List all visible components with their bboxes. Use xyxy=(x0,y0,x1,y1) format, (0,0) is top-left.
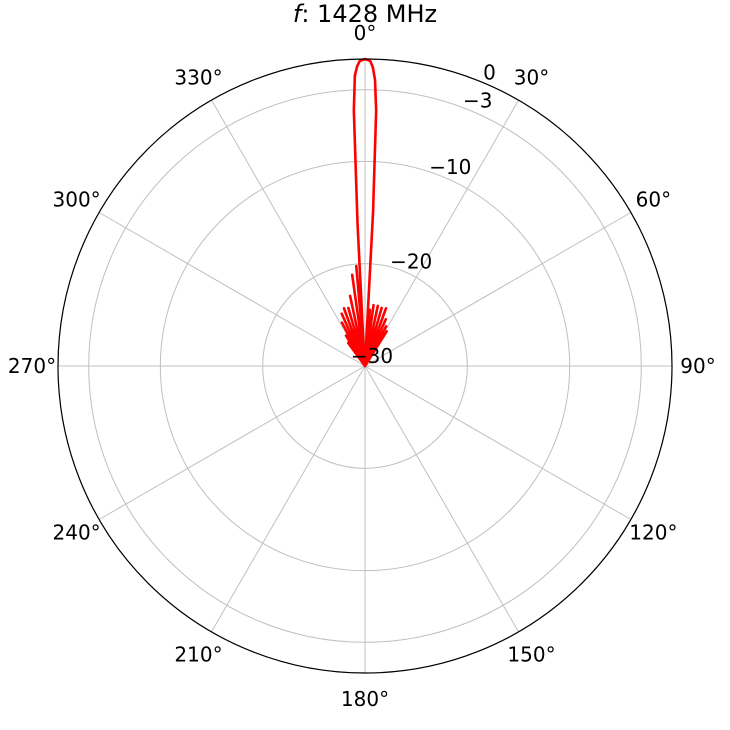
chart-title: f: 1428 MHz xyxy=(293,0,437,28)
r-tick-label: −3 xyxy=(463,89,492,113)
r-tick-label: −20 xyxy=(390,250,432,274)
theta-gridline xyxy=(98,365,366,520)
theta-gridline xyxy=(211,365,366,633)
theta-tick-label: 30° xyxy=(514,66,549,90)
theta-tick-label: 90° xyxy=(680,354,715,378)
theta-tick-label: 60° xyxy=(636,188,671,212)
theta-gridline xyxy=(364,212,632,367)
polar-frame xyxy=(57,58,673,674)
theta-gridline xyxy=(364,99,519,367)
theta-tick-label: 0° xyxy=(354,21,377,45)
theta-tick-label: 300° xyxy=(53,188,101,212)
r-tick-label: −30 xyxy=(351,344,393,368)
theta-tick-label: 180° xyxy=(341,687,389,711)
series-line-0 xyxy=(340,57,388,368)
theta-tick-label: 210° xyxy=(174,642,222,666)
r-tick-label: −10 xyxy=(429,155,471,179)
axis-labels: 0 −3 −10 −20 −30 0° 30° 60° 90° 120° 150° 180° 210° 2… xyxy=(8,21,716,711)
theta-tick-label: 120° xyxy=(629,521,677,545)
theta-tick-label: 330° xyxy=(174,66,222,90)
r-tick-label: 0 xyxy=(483,60,496,84)
title-text: : 1428 MHz xyxy=(301,0,437,28)
theta-tick-label: 150° xyxy=(507,642,555,666)
theta-gridline xyxy=(98,212,366,367)
radiation-pattern xyxy=(340,57,388,368)
theta-tick-label: 240° xyxy=(53,521,101,545)
theta-gridline xyxy=(364,365,632,520)
theta-gridline xyxy=(211,99,366,367)
theta-tick-label: 270° xyxy=(8,354,56,378)
theta-gridline xyxy=(364,365,519,633)
